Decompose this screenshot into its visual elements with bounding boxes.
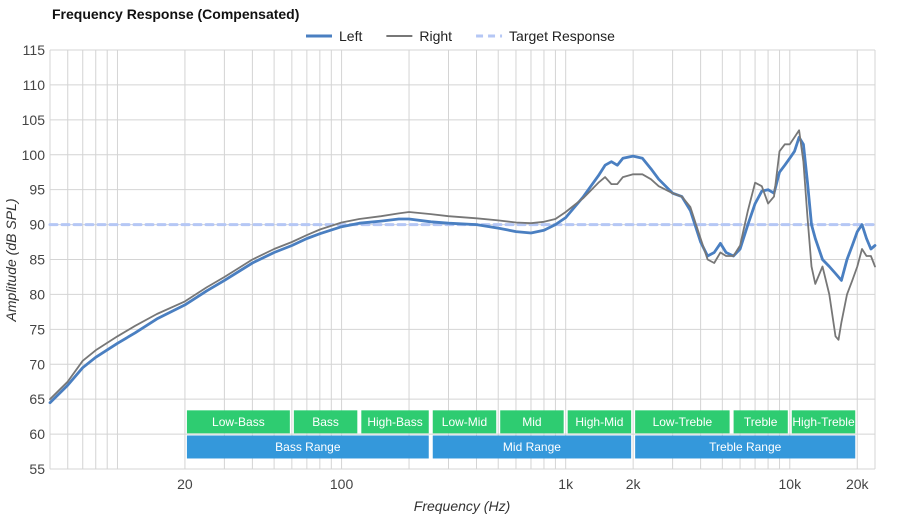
range-bands: Low-Bass Bass High-Bass Low-Mid Mid High-Mid L… — [186, 410, 856, 459]
legend-entry: Target Response — [509, 28, 615, 44]
series-lines — [48, 129, 877, 405]
series-line-left — [48, 135, 877, 405]
y-tick-label: 110 — [23, 77, 46, 93]
y-tick-label: 100 — [22, 147, 46, 163]
band-label: Bass Range — [275, 440, 341, 454]
y-tick-label: 90 — [29, 217, 45, 233]
y-tick-label: 75 — [29, 321, 45, 337]
band-bass — [293, 410, 358, 434]
y-tick-label: 115 — [23, 42, 46, 58]
band-high-treble — [791, 410, 856, 434]
legend-entry: Left — [339, 28, 362, 44]
band-label: Low-Treble — [653, 415, 713, 429]
y-tick-label: 65 — [29, 391, 45, 407]
chart-title: Frequency Response (Compensated) — [52, 6, 299, 22]
band-label: High-Mid — [575, 415, 623, 429]
band-mid-range — [432, 435, 632, 459]
band-low-bass — [186, 410, 290, 434]
band-label: Treble — [744, 415, 778, 429]
y-tick-label: 105 — [22, 112, 46, 128]
x-axis-label: Frequency (Hz) — [414, 498, 510, 514]
y-tick-label: 55 — [29, 461, 45, 477]
y-tick-label: 80 — [29, 286, 45, 302]
band-label: High-Treble — [792, 415, 855, 429]
band-label: Low-Mid — [442, 415, 487, 429]
x-tick-label: 20 — [177, 476, 193, 492]
y-tick-label: 95 — [29, 182, 45, 198]
band-treble — [733, 410, 788, 434]
band-high-bass — [361, 410, 429, 434]
x-tick-label: 2k — [626, 476, 642, 492]
band-low-mid — [432, 410, 497, 434]
series-line-right — [49, 129, 876, 401]
band-low-treble — [635, 410, 730, 434]
band-label: Low-Bass — [212, 415, 265, 429]
band-mid — [500, 410, 564, 434]
band-bass-range — [186, 435, 429, 459]
grid — [49, 49, 876, 470]
legend-entry: Right — [419, 28, 452, 44]
band-label: Treble Range — [709, 440, 782, 454]
band-label: Mid — [522, 415, 541, 429]
y-tick-label: 60 — [29, 426, 45, 442]
y-tick-label: 85 — [29, 252, 45, 268]
x-tick-label: 20k — [846, 476, 870, 492]
band-label: High-Bass — [367, 415, 422, 429]
y-axis-label: Amplitude (dB SPL) — [3, 199, 19, 323]
x-tick-label: 1k — [558, 476, 574, 492]
band-label: Mid Range — [503, 440, 561, 454]
band-label: Bass — [312, 415, 339, 429]
band-treble-range — [635, 435, 856, 459]
x-tick-label: 100 — [330, 476, 354, 492]
legend: Left Right Target Response — [306, 28, 615, 44]
y-tick-label: 70 — [29, 356, 45, 372]
band-high-mid — [567, 410, 632, 434]
x-tick-label: 10k — [779, 476, 803, 492]
tick-labels: 55 60 65 70 75 80 85 90 95 100 105 110 115 20 100 1k 2k 1… — [22, 42, 870, 492]
